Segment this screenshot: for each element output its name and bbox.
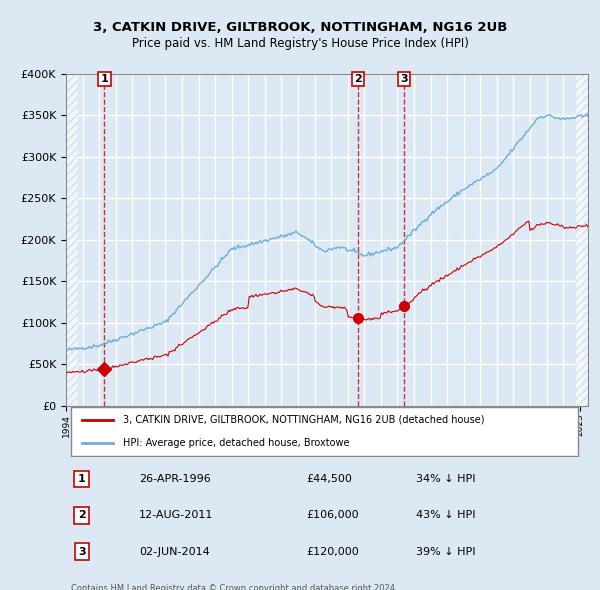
Text: 2: 2: [78, 510, 86, 520]
Text: 3: 3: [78, 546, 85, 556]
Text: 34% ↓ HPI: 34% ↓ HPI: [416, 474, 475, 484]
Text: 26-APR-1996: 26-APR-1996: [139, 474, 211, 484]
Text: 02-JUN-2014: 02-JUN-2014: [139, 546, 210, 556]
Text: £120,000: £120,000: [306, 546, 359, 556]
Text: Price paid vs. HM Land Registry's House Price Index (HPI): Price paid vs. HM Land Registry's House …: [131, 37, 469, 50]
Text: 3, CATKIN DRIVE, GILTBROOK, NOTTINGHAM, NG16 2UB: 3, CATKIN DRIVE, GILTBROOK, NOTTINGHAM, …: [93, 21, 507, 34]
Text: HPI: Average price, detached house, Broxtowe: HPI: Average price, detached house, Brox…: [124, 438, 350, 448]
Text: 1: 1: [101, 74, 109, 84]
Text: 2: 2: [354, 74, 362, 84]
Text: 1: 1: [78, 474, 86, 484]
Text: 3, CATKIN DRIVE, GILTBROOK, NOTTINGHAM, NG16 2UB (detached house): 3, CATKIN DRIVE, GILTBROOK, NOTTINGHAM, …: [124, 415, 485, 425]
Text: Contains HM Land Registry data © Crown copyright and database right 2024.
This d: Contains HM Land Registry data © Crown c…: [71, 584, 398, 590]
Text: £44,500: £44,500: [306, 474, 352, 484]
Text: 3: 3: [401, 74, 408, 84]
Text: 43% ↓ HPI: 43% ↓ HPI: [416, 510, 475, 520]
Text: £106,000: £106,000: [306, 510, 359, 520]
Text: 39% ↓ HPI: 39% ↓ HPI: [416, 546, 475, 556]
Text: 12-AUG-2011: 12-AUG-2011: [139, 510, 214, 520]
